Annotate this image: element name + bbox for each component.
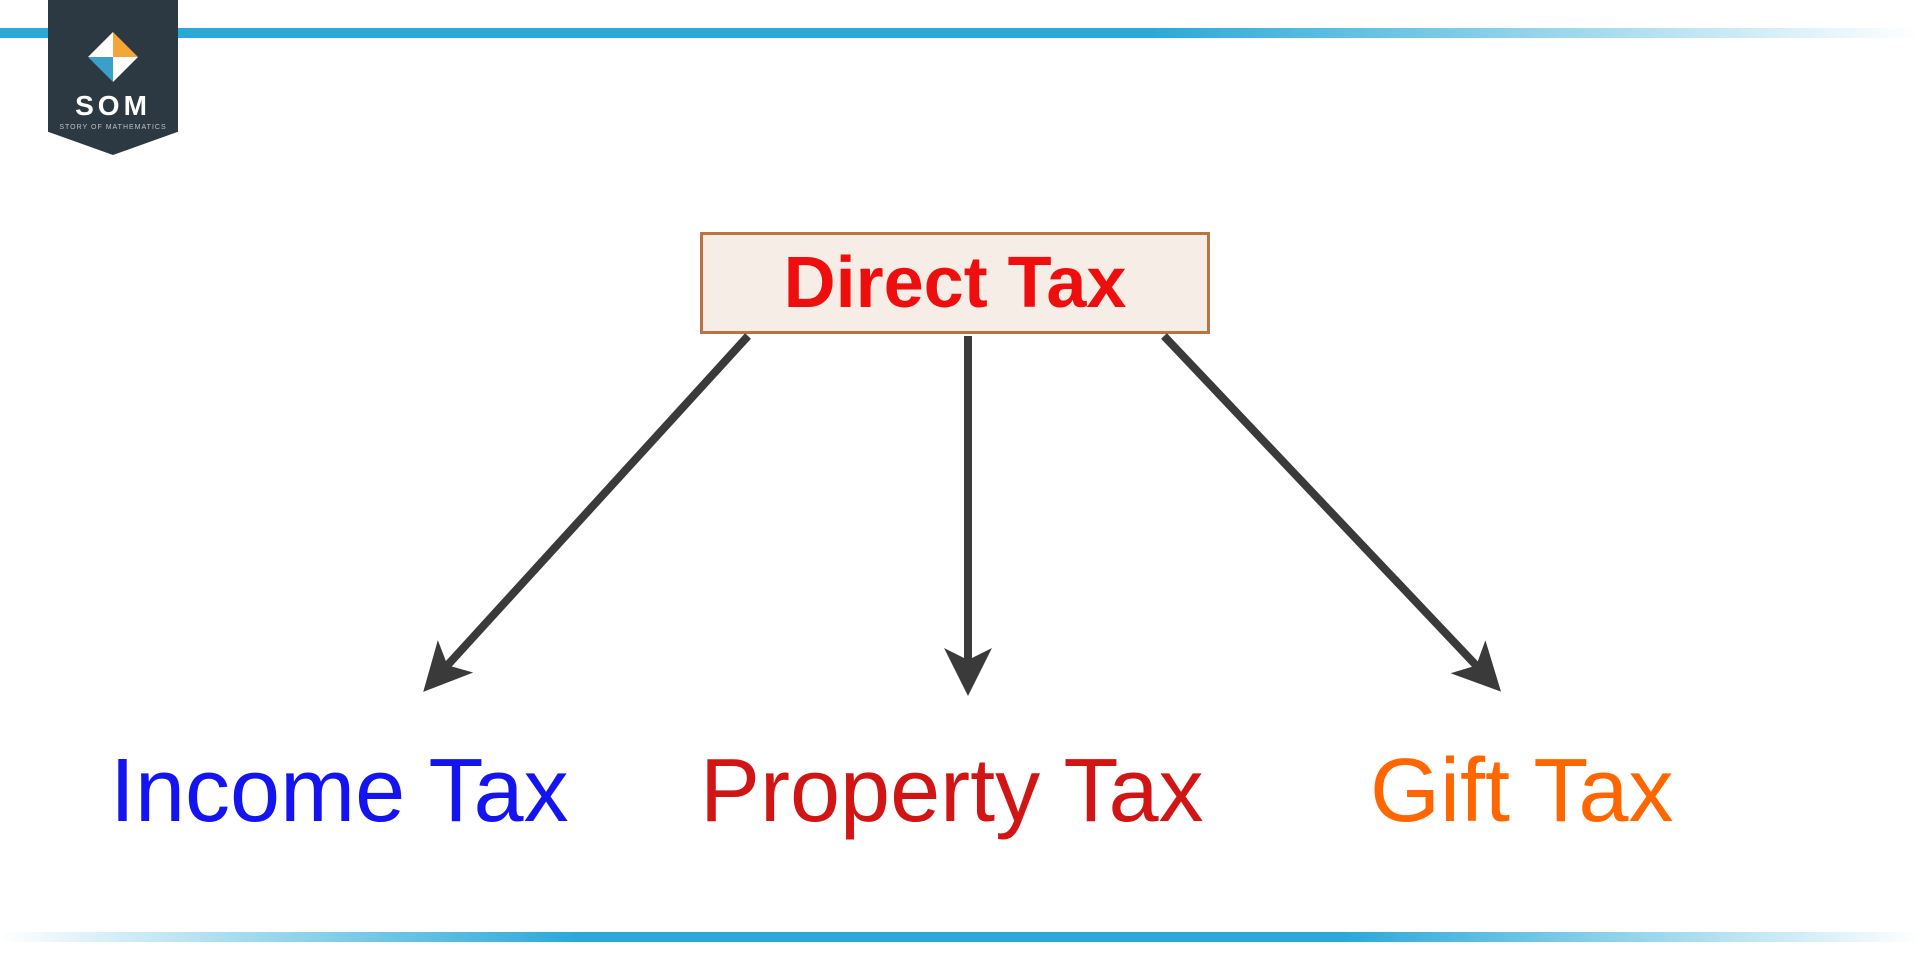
logo-tri-br: [113, 57, 138, 82]
logo-icon: [88, 32, 138, 82]
logo-tri-tr: [113, 32, 138, 57]
bottom-accent-bar: [0, 932, 1920, 942]
child-node-property-tax: Property Tax: [700, 740, 1204, 843]
arrow-to-gift: [1164, 336, 1490, 680]
logo-subtext: STORY OF MATHEMATICS: [59, 124, 166, 131]
arrow-to-income: [434, 336, 748, 680]
top-accent-bar: [0, 28, 1920, 38]
logo-text: SOM: [75, 90, 151, 122]
root-node: Direct Tax: [700, 232, 1210, 334]
root-node-label: Direct Tax: [784, 242, 1127, 324]
child-node-gift-tax: Gift Tax: [1370, 740, 1673, 843]
child-node-income-tax: Income Tax: [110, 740, 569, 843]
logo-tri-bl: [88, 57, 113, 82]
logo-badge: SOM STORY OF MATHEMATICS: [48, 0, 178, 155]
logo-tri-tl: [88, 32, 113, 57]
